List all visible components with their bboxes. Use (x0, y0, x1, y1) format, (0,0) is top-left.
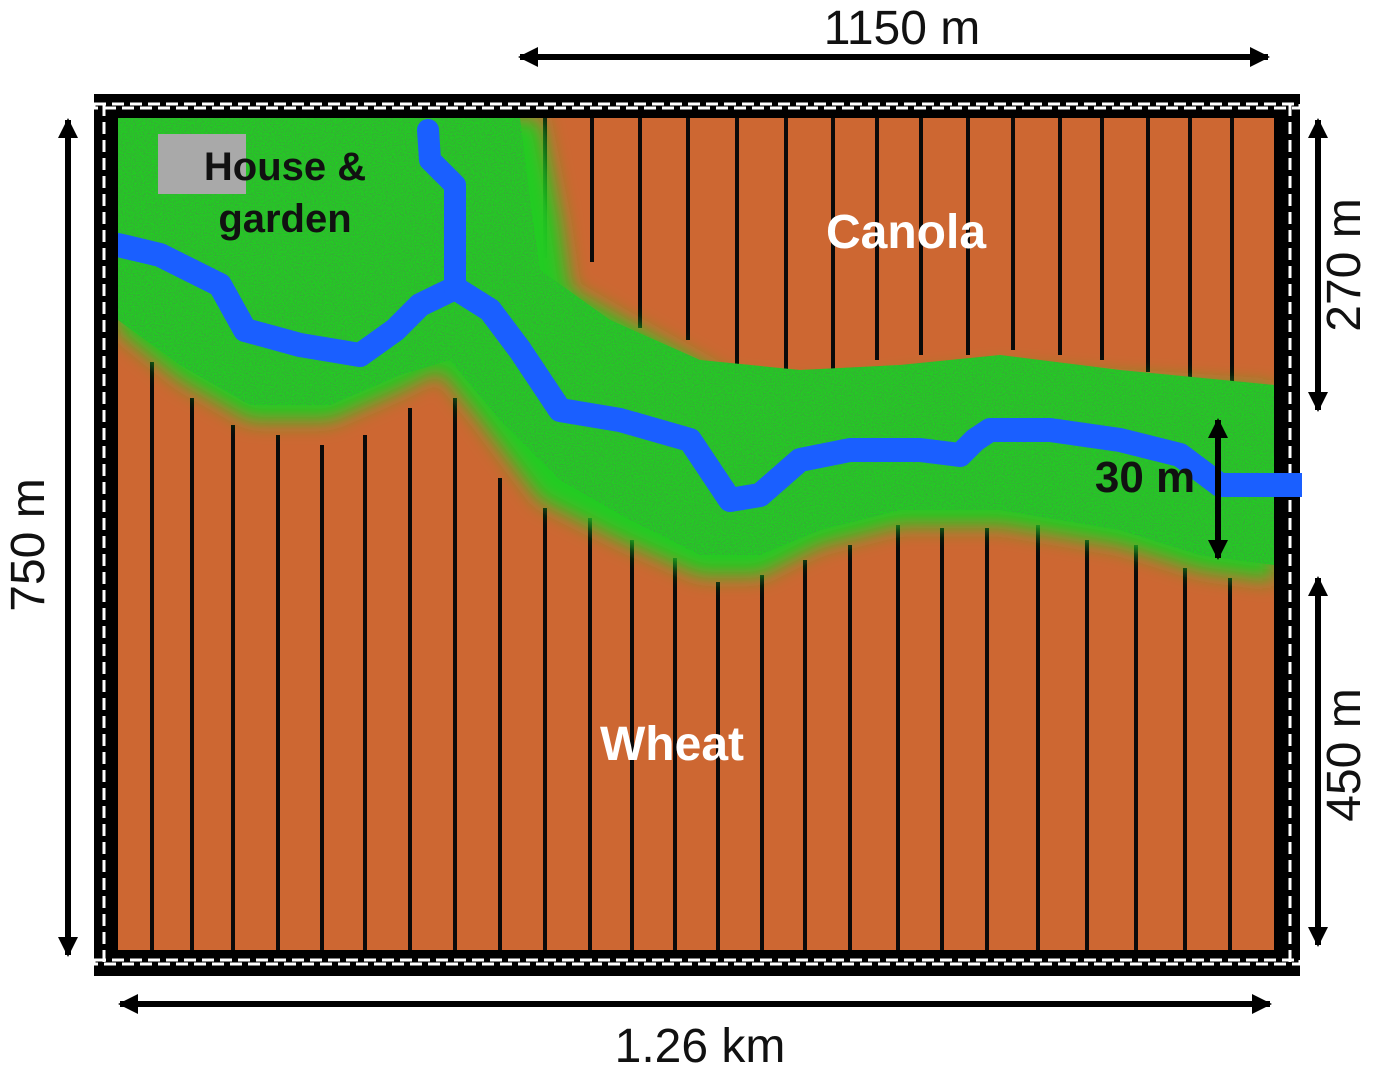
left-height-label: 750 m (2, 478, 55, 611)
crop-furrows (150, 118, 1234, 950)
house-label-line1: House & (204, 145, 366, 189)
stream-main (118, 233, 1274, 512)
stream-tributary (417, 119, 466, 301)
canola-label: Canola (826, 206, 986, 259)
vegetation-texture (118, 118, 1274, 565)
wheat-label: Wheat (600, 718, 744, 771)
top-width-label: 1150 m (824, 2, 981, 55)
right-lower-label: 450 m (1318, 688, 1371, 821)
buffer-width-label: 30 m (1095, 453, 1195, 502)
bottom-width-label: 1.26 km (615, 1020, 786, 1073)
house-label-line2: garden (218, 197, 351, 241)
stream-outlet (1274, 473, 1302, 497)
boundary-road-bottom (92, 958, 1302, 966)
right-upper-label: 270 m (1318, 198, 1371, 331)
house (158, 134, 246, 194)
boundary-road-top (92, 102, 1302, 110)
